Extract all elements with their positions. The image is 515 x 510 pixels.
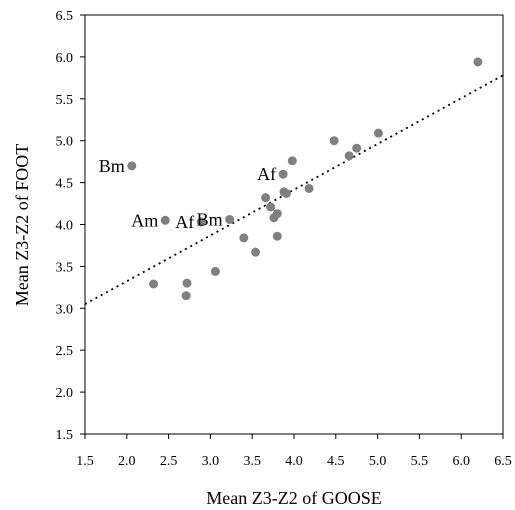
x-tick-label: 2.0 (118, 454, 136, 469)
point-label: Af (257, 164, 276, 184)
data-point (473, 57, 483, 67)
point-label: Af (175, 212, 194, 232)
y-tick-label: 5.5 (56, 93, 74, 108)
data-point (287, 156, 297, 166)
y-tick-label: 3.5 (56, 260, 74, 275)
x-tick-label: 3.5 (243, 454, 261, 469)
data-point (278, 169, 288, 179)
data-point (225, 214, 235, 224)
x-tick-label: 5.5 (411, 454, 429, 469)
y-axis-ticks: 1.5 2.0 2.5 3.0 3.5 4.0 4.5 5.0 5.5 6.0 6.5 (56, 9, 85, 443)
data-point (181, 291, 191, 301)
y-axis-title: Mean Z3-Z2 of FOOT (12, 144, 32, 306)
y-tick-label: 5.0 (56, 135, 74, 150)
data-point (239, 233, 249, 243)
point-label: Bm (99, 156, 125, 176)
data-point (373, 128, 383, 138)
data-points (127, 57, 483, 301)
data-point (266, 202, 276, 212)
y-tick-label: 4.0 (56, 219, 74, 234)
y-tick-label: 2.5 (56, 344, 74, 359)
y-tick-label: 2.0 (56, 386, 74, 401)
y-tick-label: 3.0 (56, 302, 74, 317)
y-tick-label: 1.5 (56, 428, 74, 443)
data-point (160, 215, 170, 225)
y-tick-label: 6.5 (56, 9, 74, 24)
data-point (182, 278, 192, 288)
x-tick-label: 3.0 (202, 454, 220, 469)
data-point (281, 188, 291, 198)
x-tick-label: 2.5 (160, 454, 178, 469)
x-tick-label: 6.5 (494, 454, 512, 469)
data-point (210, 266, 220, 276)
x-axis-title: Mean Z3-Z2 of GOOSE (206, 488, 381, 508)
x-tick-label: 4.5 (327, 454, 345, 469)
x-tick-label: 6.0 (452, 454, 470, 469)
data-point (196, 217, 206, 227)
y-tick-label: 4.5 (56, 177, 74, 192)
x-tick-label: 5.0 (369, 454, 387, 469)
data-point (272, 231, 282, 241)
data-point (251, 247, 261, 257)
data-point (329, 136, 339, 146)
x-tick-label: 4.0 (285, 454, 303, 469)
data-point (272, 209, 282, 219)
data-point (261, 193, 271, 203)
data-point (149, 279, 159, 289)
x-tick-label: 1.5 (76, 454, 94, 469)
point-label: Bm (197, 209, 223, 229)
data-point (304, 183, 314, 193)
trendline (84, 74, 504, 305)
data-point (352, 143, 362, 153)
x-axis-ticks: 1.5 2.0 2.5 3.0 3.5 4.0 4.5 5.0 5.5 6.0 6.5 (76, 434, 512, 469)
y-tick-label: 6.0 (56, 51, 74, 66)
point-label: Am (131, 210, 158, 230)
data-point (344, 151, 354, 161)
data-point (127, 161, 137, 171)
